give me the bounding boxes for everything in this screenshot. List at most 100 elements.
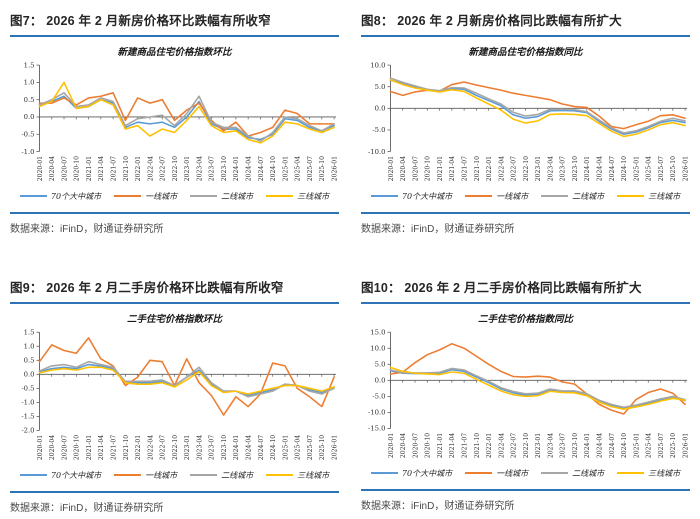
svg-text:2020-10: 2020-10 bbox=[425, 433, 432, 458]
svg-text:2022-04: 2022-04 bbox=[147, 435, 154, 460]
svg-text:2025-10: 2025-10 bbox=[670, 156, 677, 181]
legend-line-swatch bbox=[370, 471, 398, 475]
svg-text:-1.0: -1.0 bbox=[21, 399, 34, 407]
svg-text:2021-04: 2021-04 bbox=[98, 156, 105, 181]
svg-text:2025-04: 2025-04 bbox=[295, 156, 302, 181]
svg-text:-0.5: -0.5 bbox=[21, 131, 34, 139]
chart-legend: 70个大中城市 一线城市 二线城市 三线城市 bbox=[361, 467, 690, 479]
svg-text:2021-07: 2021-07 bbox=[461, 156, 468, 181]
chart-title: 新建商品住宅价格指数环比 bbox=[117, 47, 232, 58]
svg-text:2025-07: 2025-07 bbox=[658, 156, 665, 181]
svg-text:2020-07: 2020-07 bbox=[61, 156, 68, 181]
legend-label: 三线城市 bbox=[297, 470, 330, 480]
legend-label: 70个大中城市 bbox=[401, 468, 453, 478]
svg-text:2022-10: 2022-10 bbox=[172, 435, 179, 460]
svg-text:2021-04: 2021-04 bbox=[449, 433, 456, 458]
legend-item: 三线城市 bbox=[266, 191, 329, 202]
svg-text:2020-07: 2020-07 bbox=[412, 156, 419, 181]
legend-item: 二线城市 bbox=[541, 468, 604, 479]
svg-text:2020-04: 2020-04 bbox=[400, 156, 407, 181]
svg-text:1.5: 1.5 bbox=[24, 328, 35, 336]
svg-text:0.5: 0.5 bbox=[24, 357, 35, 365]
svg-text:2025-04: 2025-04 bbox=[646, 156, 653, 181]
svg-text:2025-04: 2025-04 bbox=[295, 435, 302, 460]
svg-text:10.0: 10.0 bbox=[370, 345, 385, 353]
figure-8: 图8： 2026 年 2 月新房价格同比跌幅有所扩大 新建商品住宅价格指数同比 … bbox=[361, 8, 690, 235]
svg-text:2024-01: 2024-01 bbox=[584, 433, 591, 458]
svg-text:2023-10: 2023-10 bbox=[221, 435, 228, 460]
data-source-note: 数据来源：iFinD，财通证券研究所 bbox=[10, 224, 164, 235]
legend-item: 70个大中城市 bbox=[370, 468, 453, 479]
svg-text:2022-04: 2022-04 bbox=[147, 156, 154, 181]
svg-text:5.0: 5.0 bbox=[375, 361, 386, 369]
legend-line-swatch bbox=[266, 194, 294, 198]
svg-text:2023-07: 2023-07 bbox=[209, 435, 216, 460]
legend-label: 一线城市 bbox=[496, 191, 529, 201]
legend-label: 二线城市 bbox=[221, 470, 254, 480]
svg-text:0.0: 0.0 bbox=[24, 371, 35, 379]
legend-label: 二线城市 bbox=[572, 468, 605, 478]
svg-text:2024-10: 2024-10 bbox=[270, 156, 277, 181]
svg-text:2021-10: 2021-10 bbox=[474, 156, 481, 181]
legend-item: 70个大中城市 bbox=[19, 470, 102, 481]
figure-heading: 图9： 2026 年 2 月二手房价格环比跌幅有所收窄 bbox=[10, 275, 339, 304]
legend-item: 一线城市 bbox=[114, 470, 177, 481]
chart-title: 二手住宅价格指数同比 bbox=[477, 314, 573, 325]
legend-label: 一线城市 bbox=[145, 470, 178, 480]
legend-item: 一线城市 bbox=[465, 468, 528, 479]
legend-label: 三线城市 bbox=[297, 191, 330, 201]
svg-text:2021-07: 2021-07 bbox=[110, 156, 117, 181]
legend-label: 70个大中城市 bbox=[401, 191, 453, 201]
svg-text:2020-07: 2020-07 bbox=[61, 435, 68, 460]
svg-text:2025-10: 2025-10 bbox=[670, 433, 677, 458]
divider bbox=[361, 489, 690, 491]
svg-text:2020-07: 2020-07 bbox=[412, 433, 419, 458]
data-source-note: 数据来源：iFinD，财通证券研究所 bbox=[10, 503, 164, 514]
svg-text:2020-01: 2020-01 bbox=[388, 433, 395, 458]
chart-title: 新建商品住宅价格指数同比 bbox=[468, 47, 583, 58]
svg-text:2025-01: 2025-01 bbox=[282, 156, 289, 181]
figure-9: 图9： 2026 年 2 月二手房价格环比跌幅有所收窄 二手住宅价格指数环比 1… bbox=[10, 275, 339, 514]
svg-text:2021-10: 2021-10 bbox=[123, 156, 130, 181]
svg-text:2026-01: 2026-01 bbox=[331, 435, 338, 460]
legend-label: 二线城市 bbox=[221, 191, 254, 201]
legend-line-swatch bbox=[541, 194, 569, 198]
chart-title: 二手住宅价格指数环比 bbox=[126, 314, 222, 325]
svg-text:2021-01: 2021-01 bbox=[437, 156, 444, 181]
legend-line-swatch bbox=[370, 194, 398, 198]
svg-text:2024-10: 2024-10 bbox=[270, 435, 277, 460]
svg-text:2024-10: 2024-10 bbox=[621, 433, 628, 458]
chart-legend: 70个大中城市 一线城市 二线城市 三线城市 bbox=[10, 469, 339, 481]
svg-text:0.5: 0.5 bbox=[24, 96, 35, 104]
svg-text:-0.5: -0.5 bbox=[21, 385, 34, 393]
svg-text:2024-07: 2024-07 bbox=[258, 156, 265, 181]
svg-text:2020-04: 2020-04 bbox=[400, 433, 407, 458]
svg-text:2024-07: 2024-07 bbox=[609, 433, 616, 458]
svg-text:2025-07: 2025-07 bbox=[307, 435, 314, 460]
svg-text:10.0: 10.0 bbox=[370, 61, 385, 69]
svg-text:-2.0: -2.0 bbox=[21, 427, 34, 435]
svg-text:2021-01: 2021-01 bbox=[86, 156, 93, 181]
legend-label: 70个大中城市 bbox=[50, 470, 102, 480]
svg-text:2024-01: 2024-01 bbox=[584, 156, 591, 181]
svg-text:2022-10: 2022-10 bbox=[523, 433, 530, 458]
svg-text:2020-01: 2020-01 bbox=[388, 156, 395, 181]
svg-text:2021-04: 2021-04 bbox=[98, 435, 105, 460]
figure-heading: 图10： 2026 年 2 月二手房价格同比跌幅有所扩大 bbox=[361, 275, 690, 304]
data-source-note: 数据来源：iFinD，财通证券研究所 bbox=[361, 501, 515, 512]
svg-text:2023-07: 2023-07 bbox=[560, 433, 567, 458]
svg-text:-1.5: -1.5 bbox=[21, 413, 34, 421]
chart-legend: 70个大中城市 一线城市 二线城市 三线城市 bbox=[361, 190, 690, 202]
svg-text:2022-10: 2022-10 bbox=[172, 156, 179, 181]
svg-text:2024-10: 2024-10 bbox=[621, 156, 628, 181]
svg-text:2024-04: 2024-04 bbox=[246, 435, 253, 460]
legend-item: 二线城市 bbox=[190, 191, 253, 202]
svg-text:2023-07: 2023-07 bbox=[560, 156, 567, 181]
svg-text:2022-01: 2022-01 bbox=[486, 156, 493, 181]
legend-item: 三线城市 bbox=[617, 468, 680, 479]
svg-text:2021-01: 2021-01 bbox=[86, 435, 93, 460]
svg-text:-5.0: -5.0 bbox=[372, 126, 385, 134]
svg-text:2023-07: 2023-07 bbox=[209, 156, 216, 181]
